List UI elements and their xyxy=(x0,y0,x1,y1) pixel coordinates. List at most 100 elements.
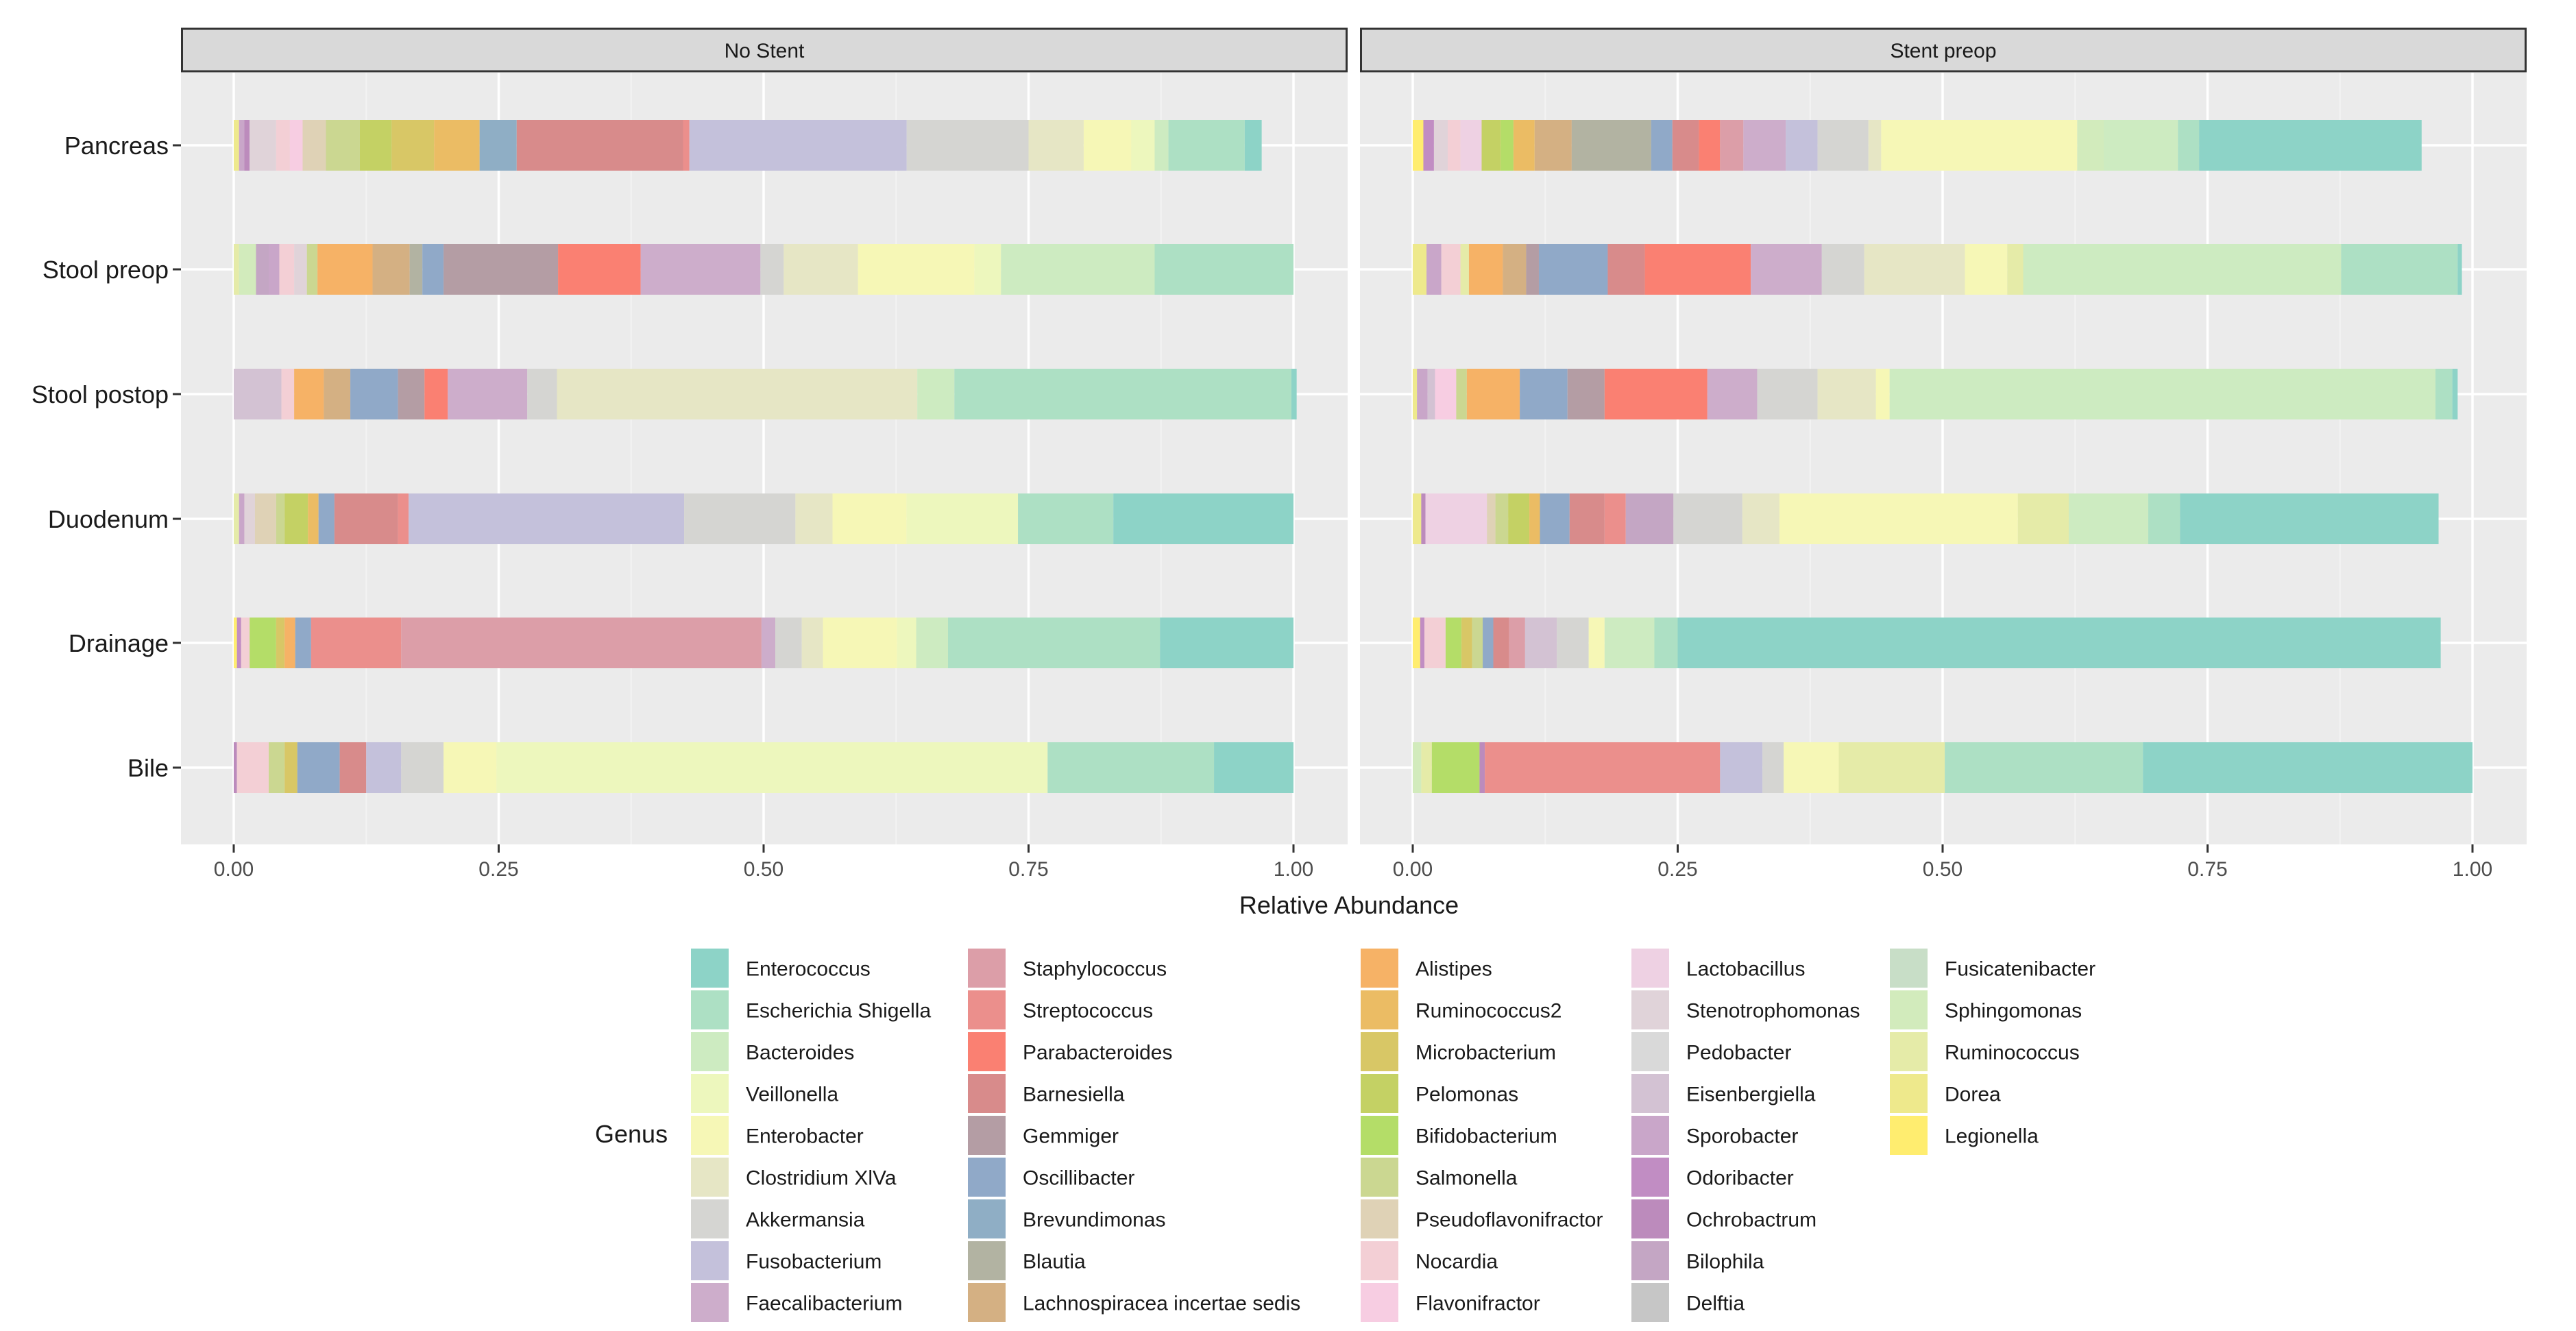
legend-label: Bilophila xyxy=(1686,1251,1764,1273)
bar-segment-gemmiger xyxy=(1526,244,1539,295)
bar-segment-blautia xyxy=(409,244,423,295)
bar-segment-alistipes xyxy=(284,618,295,668)
bar-segment-staphylococcus xyxy=(401,618,762,668)
bar-segment-pseudoflavonifractor xyxy=(1487,493,1496,544)
bar-segment-bacteroides xyxy=(1154,120,1169,171)
bar-segment-nocardia xyxy=(241,618,250,668)
bar-segment-akkermansia xyxy=(527,369,557,419)
bar-segment-escherichia-shigella xyxy=(2435,369,2453,419)
legend-item-delftia: Delftia xyxy=(1631,1283,1745,1322)
legend-swatch xyxy=(691,1199,729,1238)
panel-strip xyxy=(181,27,1348,73)
bar-segment-bifidobacterium xyxy=(1431,742,1480,793)
bar-segment-clostridium-xlva xyxy=(801,618,823,668)
bar-segment-oscillibacter xyxy=(1540,493,1570,544)
legend-label: Nocardia xyxy=(1415,1251,1498,1273)
legend-label: Alistipes xyxy=(1415,958,1492,981)
x-tick-label: 0.75 xyxy=(1008,858,1048,881)
bar-duodenum xyxy=(234,493,1293,544)
bar-segment-ruminococcus2 xyxy=(1529,493,1540,544)
bar-segment-enterobacter xyxy=(443,742,497,793)
bar-segment-lactobacillus xyxy=(1460,120,1482,171)
bar-segment-alistipes xyxy=(317,244,373,295)
bar-segment-clostridium-xlva xyxy=(783,244,858,295)
bar-segment-enterobacter xyxy=(1083,120,1132,171)
legend-item-brevundimonas: Brevundimonas xyxy=(968,1199,1165,1238)
y-tick-label-drainage: Drainage xyxy=(69,629,169,657)
legend-label: Barnesiella xyxy=(1023,1084,1125,1106)
bar-segment-lachnospiracea-incertae-sedis xyxy=(1534,120,1572,171)
bar-segment-enterococcus xyxy=(1113,493,1293,544)
legend-swatch xyxy=(1361,1032,1398,1071)
bar-segment-enterobacter xyxy=(1965,244,2008,295)
bar-drainage xyxy=(234,618,1293,668)
bar-segment-bacteroides xyxy=(2023,244,2342,295)
legend-item-lactobacillus: Lactobacillus xyxy=(1631,949,1805,988)
bar-drainage xyxy=(1413,618,2441,668)
legend-item-fusobacterium: Fusobacterium xyxy=(691,1241,882,1280)
bar-segment-alistipes xyxy=(1468,244,1503,295)
legend-item-pseudoflavonifractor: Pseudoflavonifractor xyxy=(1361,1199,1603,1238)
bar-segment-dorea xyxy=(1413,244,1427,295)
legend-swatch xyxy=(691,949,729,988)
bar-segment-lachnospiracea-incertae-sedis xyxy=(324,369,351,419)
bar-segment-ruminococcus xyxy=(234,493,239,544)
legend-item-barnesiella: Barnesiella xyxy=(968,1074,1125,1113)
bar-segment-faecalibacterium xyxy=(640,244,761,295)
bar-segment-escherichia-shigella xyxy=(2148,493,2180,544)
bar-segment-bacteroides xyxy=(1889,369,2435,419)
legend-item-staphylococcus: Staphylococcus xyxy=(968,949,1167,988)
bar-segment-parabacteroides xyxy=(558,244,641,295)
bar-stool-postop xyxy=(1413,369,2458,419)
bar-segment-pelomonas xyxy=(1508,493,1530,544)
legend-item-bifidobacterium: Bifidobacterium xyxy=(1361,1116,1557,1155)
bar-bile xyxy=(1413,742,2472,793)
x-tick-label: 0.75 xyxy=(2187,858,2227,881)
bar-segment-oscillibacter xyxy=(1520,369,1568,419)
legend-swatch xyxy=(691,1074,729,1113)
legend-item-flavonifractor: Flavonifractor xyxy=(1361,1283,1540,1322)
legend-swatch xyxy=(968,990,1006,1029)
bar-segment-nocardia xyxy=(281,369,295,419)
bar-segment-microbacterium xyxy=(284,742,297,793)
legend-swatch xyxy=(1631,990,1669,1029)
bar-segment-pelomonas xyxy=(359,120,392,171)
bar-segment-escherichia-shigella xyxy=(2178,120,2200,171)
bar-segment-akkermansia xyxy=(1757,369,1818,419)
bar-segment-veillonella xyxy=(897,618,916,668)
bar-segment-lachnospiracea-incertae-sedis xyxy=(1503,244,1527,295)
bar-segment-oscillibacter xyxy=(1538,244,1608,295)
bar-segment-bacteroides xyxy=(916,618,949,668)
legend-swatch xyxy=(1890,1116,1928,1155)
legend-item-microbacterium: Microbacterium xyxy=(1361,1032,1556,1071)
legend-swatch xyxy=(1361,1074,1398,1113)
bar-segment-legionella xyxy=(1413,120,1424,171)
legend-label: Ruminococcus xyxy=(1945,1042,2080,1064)
legend-item-blautia: Blautia xyxy=(968,1241,1086,1280)
bar-segment-stenotrophomonas xyxy=(250,120,276,171)
legend-swatch xyxy=(691,990,729,1029)
bar-segment-barnesiella xyxy=(1607,244,1645,295)
bar-segment-clostridium-xlva xyxy=(1817,369,1876,419)
bar-segment-bacteroides xyxy=(2103,120,2178,171)
bar-segment-ochrobactrum xyxy=(1479,742,1485,793)
legend-label: Blautia xyxy=(1023,1251,1086,1273)
bar-segment-ruminococcus xyxy=(234,244,239,295)
bar-segment-gemmiger xyxy=(1567,369,1605,419)
legend-item-bilophila: Bilophila xyxy=(1631,1241,1764,1280)
bar-stool-postop xyxy=(234,369,1297,419)
panel-no-stent: No Stent 0.00 0.25 0.50 0.75 1.00 xyxy=(181,27,1348,881)
bar-segment-bacteroides xyxy=(1604,618,1655,668)
legend-swatch xyxy=(691,1158,729,1197)
legend-label: Pseudoflavonifractor xyxy=(1415,1209,1603,1232)
legend-item-legionella: Legionella xyxy=(1890,1116,2039,1155)
x-tick-label: 0.00 xyxy=(214,858,254,881)
legend-swatch xyxy=(1361,949,1398,988)
bar-segment-veillonella xyxy=(906,493,1019,544)
legend-label: Flavonifractor xyxy=(1415,1293,1540,1315)
bar-segment-enterococcus xyxy=(1291,369,1297,419)
bar-segment-sphingomonas xyxy=(2077,120,2104,171)
bar-segment-streptococcus xyxy=(1485,742,1721,793)
bar-segment-lactobacillus xyxy=(1425,493,1487,544)
